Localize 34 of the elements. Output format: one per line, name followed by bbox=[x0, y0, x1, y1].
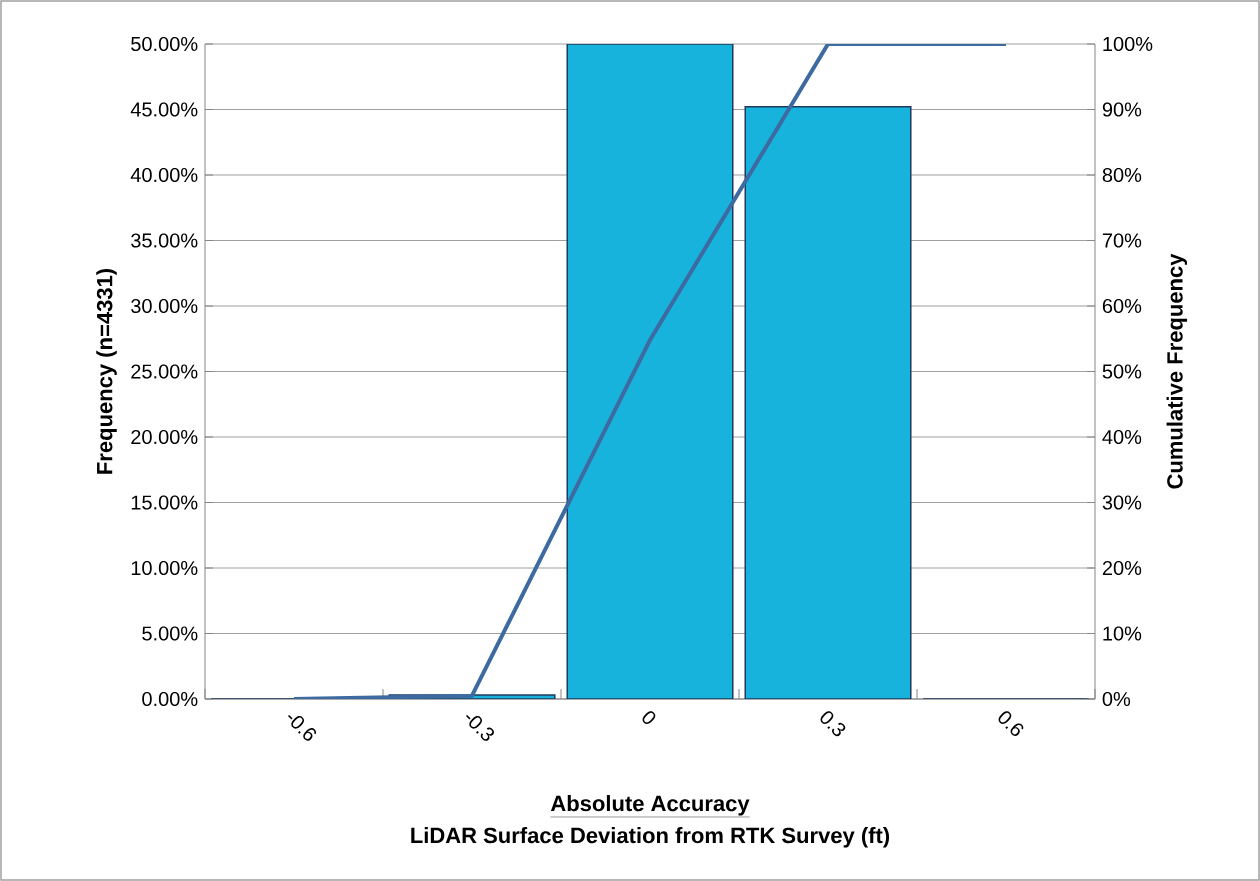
bar bbox=[744, 106, 912, 699]
y2-tick-label: 40% bbox=[1102, 429, 1142, 445]
y2-tick-label: 30% bbox=[1102, 495, 1142, 510]
x-tick-label: -0.3 bbox=[465, 714, 494, 741]
y-tick-label: 15.00% bbox=[131, 495, 198, 510]
y-tick-label: 50.00% bbox=[131, 36, 198, 52]
y-axis-title: Frequency (n=4331) bbox=[96, 269, 117, 474]
y2-tick-label: 70% bbox=[1102, 233, 1142, 248]
x-axis-title: LiDAR Surface Deviation from RTK Survey (ft) bbox=[411, 827, 890, 848]
y2-tick-label: 90% bbox=[1102, 102, 1142, 117]
y2-tick-label: 60% bbox=[1102, 298, 1142, 314]
y2-tick-label: 20% bbox=[1102, 560, 1142, 576]
y-tick-label: 35.00% bbox=[131, 233, 198, 248]
y-tick-label: 45.00% bbox=[130, 102, 198, 117]
y2-axis-title: Cumulative Frequency bbox=[1166, 253, 1188, 489]
y-tick-label: 5.00% bbox=[142, 626, 198, 641]
y-tick-label: 10.00% bbox=[131, 560, 198, 576]
y-tick-label: 0.00% bbox=[142, 691, 198, 707]
x-tick-label: 0.6 bbox=[998, 711, 1024, 737]
y-tick-label: 30.00% bbox=[131, 298, 198, 314]
y-tick-label: 40.00% bbox=[130, 167, 198, 183]
x-tick-label: 0 bbox=[642, 711, 656, 724]
x-tick-label: 0.3 bbox=[820, 711, 846, 737]
y2-tick-label: 80% bbox=[1102, 167, 1142, 183]
bar bbox=[566, 43, 734, 699]
x-tick-label: -0.6 bbox=[287, 714, 317, 741]
y2-tick-label: 50% bbox=[1102, 364, 1142, 379]
y2-tick-label: 10% bbox=[1103, 626, 1142, 641]
text: Absolute Accuracy bbox=[550, 795, 750, 816]
y-tick-label: 20.00% bbox=[131, 429, 198, 445]
line-series bbox=[292, 43, 1009, 699]
y2-tick-label: 100% bbox=[1103, 36, 1153, 52]
y-tick-label: 25.00% bbox=[131, 364, 198, 379]
y2-tick-label: 0% bbox=[1102, 691, 1131, 707]
